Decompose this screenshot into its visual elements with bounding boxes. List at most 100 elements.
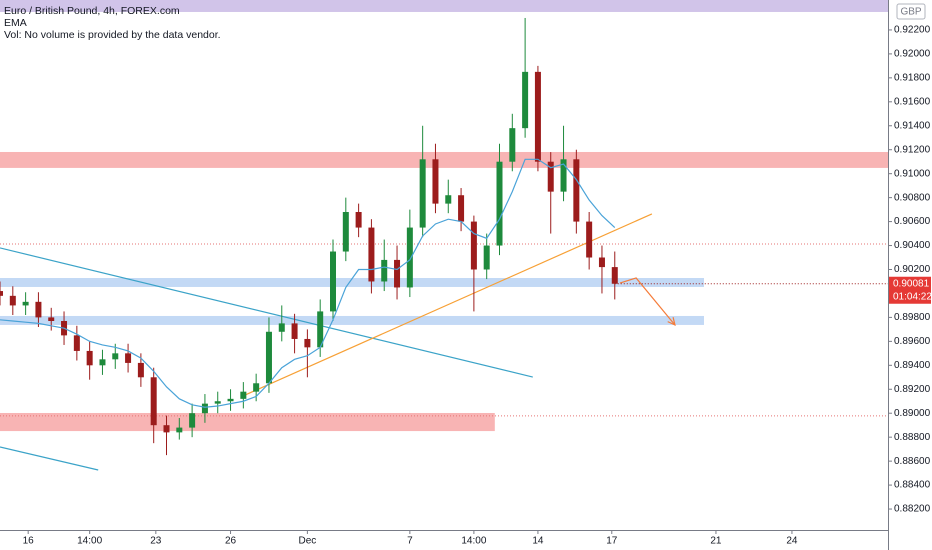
candle-body (509, 128, 516, 162)
candle-body (125, 353, 132, 363)
y-tick-label: 0.90800 (894, 192, 931, 203)
x-tick-label: 14:00 (461, 536, 486, 547)
candle-body (253, 383, 260, 392)
trend-line (244, 213, 653, 396)
trend-line (619, 277, 676, 326)
last-price-label: 0.90081 (893, 278, 930, 289)
y-tick-label: 0.88800 (894, 432, 931, 443)
zone (0, 315, 704, 325)
candle-body (355, 212, 362, 228)
candle-body (586, 221, 593, 258)
candle-body (73, 335, 80, 351)
candle-body (458, 195, 465, 222)
candle-body (406, 227, 413, 288)
candle-body (35, 301, 42, 318)
price-axis-bg (888, 0, 932, 550)
candle-body (278, 323, 285, 332)
y-tick-label: 0.91800 (894, 72, 931, 83)
trend-line (0, 247, 533, 378)
x-tick-label: 7 (407, 536, 413, 547)
y-tick-label: 0.92200 (894, 25, 931, 36)
candle-body (317, 311, 324, 348)
arrow-head (667, 317, 676, 327)
candle-body (227, 398, 234, 402)
y-tick-label: 0.91600 (894, 96, 931, 107)
candle-body (432, 159, 439, 204)
candle-body (368, 227, 375, 282)
candle-body (9, 295, 16, 306)
candle-body (265, 331, 272, 384)
ema-line (0, 158, 616, 408)
y-tick-label: 0.88600 (894, 456, 931, 467)
indicator-name: EMA (4, 17, 27, 29)
candle-body (381, 259, 388, 282)
trend-line (0, 446, 99, 471)
zone (0, 151, 888, 168)
candle-body (189, 413, 196, 428)
candle-body (470, 221, 477, 270)
y-tick-label: 0.89800 (894, 312, 931, 323)
candle-body (342, 212, 349, 252)
volume-note: Vol: No volume is provided by the data v… (4, 29, 221, 41)
candle-body (99, 359, 106, 366)
x-tick-label: 14:00 (77, 536, 102, 547)
x-tick-label: 16 (23, 536, 35, 547)
candle-body (419, 159, 426, 228)
candle-body (163, 425, 170, 433)
y-tick-label: 0.89200 (894, 384, 931, 395)
candle-body (112, 353, 119, 360)
candle-body (214, 401, 221, 404)
candle-body (534, 71, 541, 162)
candle-body (201, 403, 208, 414)
zone (0, 412, 495, 432)
currency[interactable]: GBP (900, 7, 921, 18)
chart-title: Euro / British Pound, 4h, FOREX.com (4, 5, 180, 17)
candle-body (522, 71, 529, 129)
candle-body (150, 377, 157, 426)
currency-box[interactable] (896, 3, 926, 20)
candle-body (573, 159, 580, 222)
candle-body (48, 317, 55, 321)
candle-body (483, 245, 490, 270)
candle-body (176, 427, 183, 433)
candle-body (291, 323, 298, 339)
candle-body (394, 259, 401, 288)
candle-body (137, 362, 144, 378)
y-tick-label: 0.90200 (894, 264, 931, 275)
x-tick-label: 23 (150, 536, 162, 547)
y-tick-label: 0.91400 (894, 120, 931, 131)
candle-body (22, 301, 29, 306)
x-tick-label: 26 (225, 536, 237, 547)
y-tick-label: 0.89600 (894, 336, 931, 347)
x-tick-label: Dec (298, 536, 316, 547)
x-tick-label: 24 (786, 536, 798, 547)
y-tick-label: 0.89000 (894, 408, 931, 419)
candle-body (598, 257, 605, 268)
candle-body (611, 267, 618, 284)
zone (0, 0, 888, 12)
candle-body (86, 350, 93, 366)
candle-body (445, 195, 452, 204)
y-tick-label: 0.88200 (894, 504, 931, 515)
y-tick-label: 0.92000 (894, 49, 931, 60)
candle-body (496, 161, 503, 246)
countdown: 01:04:22 (893, 291, 932, 302)
y-tick-label: 0.91200 (894, 144, 931, 155)
candle-body (304, 338, 311, 348)
candle-body (560, 159, 567, 192)
x-tick-label: 21 (710, 536, 722, 547)
y-tick-label: 0.88400 (894, 480, 931, 491)
candle-body (547, 161, 554, 192)
y-tick-label: 0.91000 (894, 168, 931, 179)
candle-body (330, 251, 336, 312)
candle-body (240, 391, 247, 399)
x-tick-label: 17 (606, 536, 618, 547)
x-tick-label: 14 (532, 536, 544, 547)
zone (0, 277, 704, 287)
y-tick-label: 0.89400 (894, 360, 931, 371)
y-tick-label: 0.90600 (894, 216, 931, 227)
y-tick-label: 0.90400 (894, 240, 931, 251)
candle-body (0, 291, 3, 296)
